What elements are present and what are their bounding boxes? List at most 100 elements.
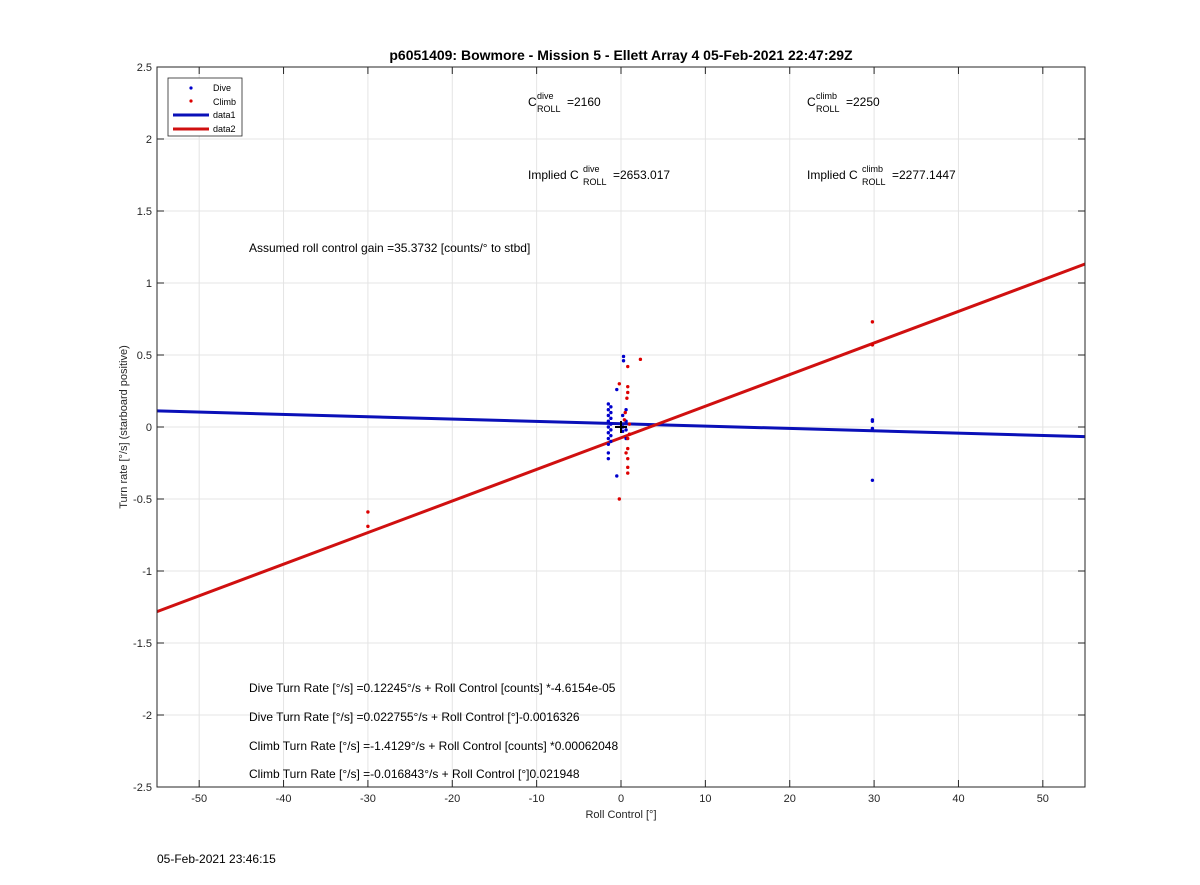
climb-point — [626, 436, 630, 441]
y-tick-label: 1 — [146, 278, 152, 290]
dive-point — [609, 410, 613, 415]
dive-point — [609, 416, 613, 421]
climb-point — [626, 465, 630, 470]
legend-data1-label: data1 — [213, 110, 236, 120]
dive-point — [615, 387, 619, 392]
dive-point — [621, 354, 626, 359]
climb-point — [617, 382, 622, 386]
x-tick-label: 0 — [618, 793, 624, 805]
legend: Dive Climb data1 data2 — [167, 77, 243, 137]
dive-point — [606, 436, 611, 441]
dive-point — [615, 474, 619, 478]
implied-climb-value: =2277.1447 — [892, 168, 956, 182]
x-tick-label: 40 — [952, 793, 964, 805]
c-dive-sup: dive — [537, 91, 554, 101]
y-tick-label: -1 — [142, 566, 152, 578]
chart-title: p6051409: Bowmore - Mission 5 - Ellett A… — [389, 47, 853, 63]
climb-point — [623, 410, 627, 415]
y-tick-label: -1.5 — [133, 638, 152, 650]
implied-c-roll-climb-label: Implied C climb ROLL =2277.1447 — [807, 161, 956, 188]
equation-dive-counts: Dive Turn Rate [°/s] =0.12245°/s + Roll … — [249, 681, 616, 695]
axis-ticks: -50 -40 -30 -20 -10 0 10 20 30 40 50-2.5-2-1.5-1-0… — [133, 62, 1085, 805]
dive-point — [620, 413, 625, 418]
y-tick-label: 2 — [146, 134, 152, 146]
climb-point — [624, 451, 628, 455]
implied-climb-prefix: Implied C — [807, 168, 858, 182]
y-tick-label: -2 — [142, 710, 152, 722]
equation-dive-degrees: Dive Turn Rate [°/s] =0.022755°/s + Roll… — [249, 710, 580, 724]
dive-point — [870, 426, 875, 431]
legend-dive-label: Dive — [213, 83, 231, 93]
climb-point — [870, 343, 875, 347]
climb-point — [617, 497, 622, 501]
dive-point — [609, 433, 613, 438]
implied-dive-sub: ROLL — [583, 177, 607, 187]
dive-point — [609, 422, 613, 426]
climb-point — [626, 456, 630, 461]
equation-climb-counts: Climb Turn Rate [°/s] =-1.4129°/s + Roll… — [249, 739, 618, 753]
dive-point — [606, 402, 611, 406]
dive-point — [606, 408, 611, 412]
climb-point — [366, 524, 370, 529]
x-axis-label: Roll Control [°] — [585, 809, 656, 821]
c-climb-sup: climb — [816, 91, 837, 101]
implied-dive-prefix: Implied C — [528, 168, 579, 182]
implied-c-roll-dive-label: Implied C dive ROLL =2653.017 — [528, 161, 670, 188]
dive-point — [606, 451, 611, 455]
legend-climb-marker — [189, 99, 193, 103]
climb-point — [638, 357, 643, 362]
implied-climb-sub: ROLL — [862, 177, 886, 187]
y-tick-label: 0 — [146, 422, 152, 434]
dive-point — [606, 431, 611, 435]
climb-point — [626, 446, 630, 451]
climb-point — [626, 384, 630, 389]
x-tick-label: -10 — [529, 793, 545, 805]
climb-point — [366, 510, 370, 514]
climb-point — [626, 364, 630, 369]
gain-annotation: Assumed roll control gain =35.3732 [coun… — [249, 241, 530, 255]
c-dive-sub: ROLL — [537, 104, 561, 114]
x-tick-label: 30 — [868, 793, 880, 805]
climb-point — [627, 432, 632, 436]
climb-point — [870, 320, 875, 324]
dive-point — [870, 478, 875, 482]
c-dive-value: =2160 — [567, 95, 601, 109]
c-roll-dive-label: C dive ROLL =2160 — [528, 88, 601, 115]
c-climb-prefix: C — [807, 95, 816, 109]
x-tick-label: 50 — [1037, 793, 1049, 805]
dive-point — [621, 359, 626, 363]
x-tick-label: -40 — [276, 793, 292, 805]
x-tick-label: -30 — [360, 793, 376, 805]
y-tick-label: -2.5 — [133, 782, 152, 794]
x-tick-label: -50 — [191, 793, 207, 805]
legend-climb-label: Climb — [213, 97, 236, 107]
dive-point — [624, 428, 628, 432]
y-tick-label: 0.5 — [137, 350, 152, 362]
x-tick-label: 10 — [699, 793, 711, 805]
c-climb-value: =2250 — [846, 95, 880, 109]
dive-point — [606, 413, 611, 418]
climb-point — [625, 396, 629, 400]
legend-dive-marker — [189, 86, 193, 90]
x-tick-label: -20 — [444, 793, 460, 805]
climb-point — [626, 390, 630, 395]
footer-timestamp: 05-Feb-2021 23:46:15 — [157, 852, 276, 866]
dive-point — [624, 408, 628, 412]
c-climb-sub: ROLL — [816, 104, 840, 114]
c-roll-climb-label: C climb ROLL =2250 — [807, 88, 880, 115]
x-tick-label: 20 — [784, 793, 796, 805]
climb-point — [626, 471, 630, 475]
data2-fit-line — [156, 262, 1086, 614]
dive-point — [606, 419, 611, 423]
dive-point — [606, 425, 611, 429]
scatter-points — [366, 320, 875, 529]
climb-point — [627, 422, 632, 426]
implied-dive-value: =2653.017 — [613, 168, 670, 182]
legend-data2-label: data2 — [213, 124, 236, 134]
y-tick-label: -0.5 — [133, 494, 152, 506]
mean-marker — [615, 421, 627, 433]
dive-point — [609, 428, 613, 432]
c-dive-prefix: C — [528, 95, 537, 109]
implied-dive-sup: dive — [583, 164, 600, 174]
